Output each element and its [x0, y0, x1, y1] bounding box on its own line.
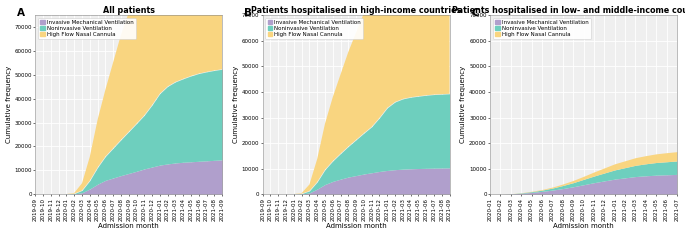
- Text: B: B: [244, 8, 252, 18]
- Legend: Invasive Mechanical Ventilation, Noninvasive Ventilation, High Flow Nasal Cannul: Invasive Mechanical Ventilation, Noninva…: [493, 18, 590, 39]
- X-axis label: Admission month: Admission month: [326, 223, 386, 229]
- Text: C: C: [471, 8, 479, 18]
- Y-axis label: Cumulative frequency: Cumulative frequency: [5, 66, 12, 143]
- X-axis label: Admission month: Admission month: [553, 223, 614, 229]
- Title: Patients hospitalised in high-income countries: Patients hospitalised in high-income cou…: [251, 6, 461, 15]
- Title: Patients hospitalised in low- and middle-income countries: Patients hospitalised in low- and middle…: [452, 6, 685, 15]
- Legend: Invasive Mechanical Ventilation, Noninvasive Ventilation, High Flow Nasal Cannul: Invasive Mechanical Ventilation, Noninva…: [38, 18, 136, 39]
- X-axis label: Admission month: Admission month: [99, 223, 159, 229]
- Y-axis label: Cumulative frequency: Cumulative frequency: [233, 66, 239, 143]
- Y-axis label: Cumulative frequency: Cumulative frequency: [460, 66, 466, 143]
- Legend: Invasive Mechanical Ventilation, Noninvasive Ventilation, High Flow Nasal Cannul: Invasive Mechanical Ventilation, Noninva…: [266, 18, 363, 39]
- Text: A: A: [16, 8, 25, 18]
- Title: All patients: All patients: [103, 6, 155, 15]
